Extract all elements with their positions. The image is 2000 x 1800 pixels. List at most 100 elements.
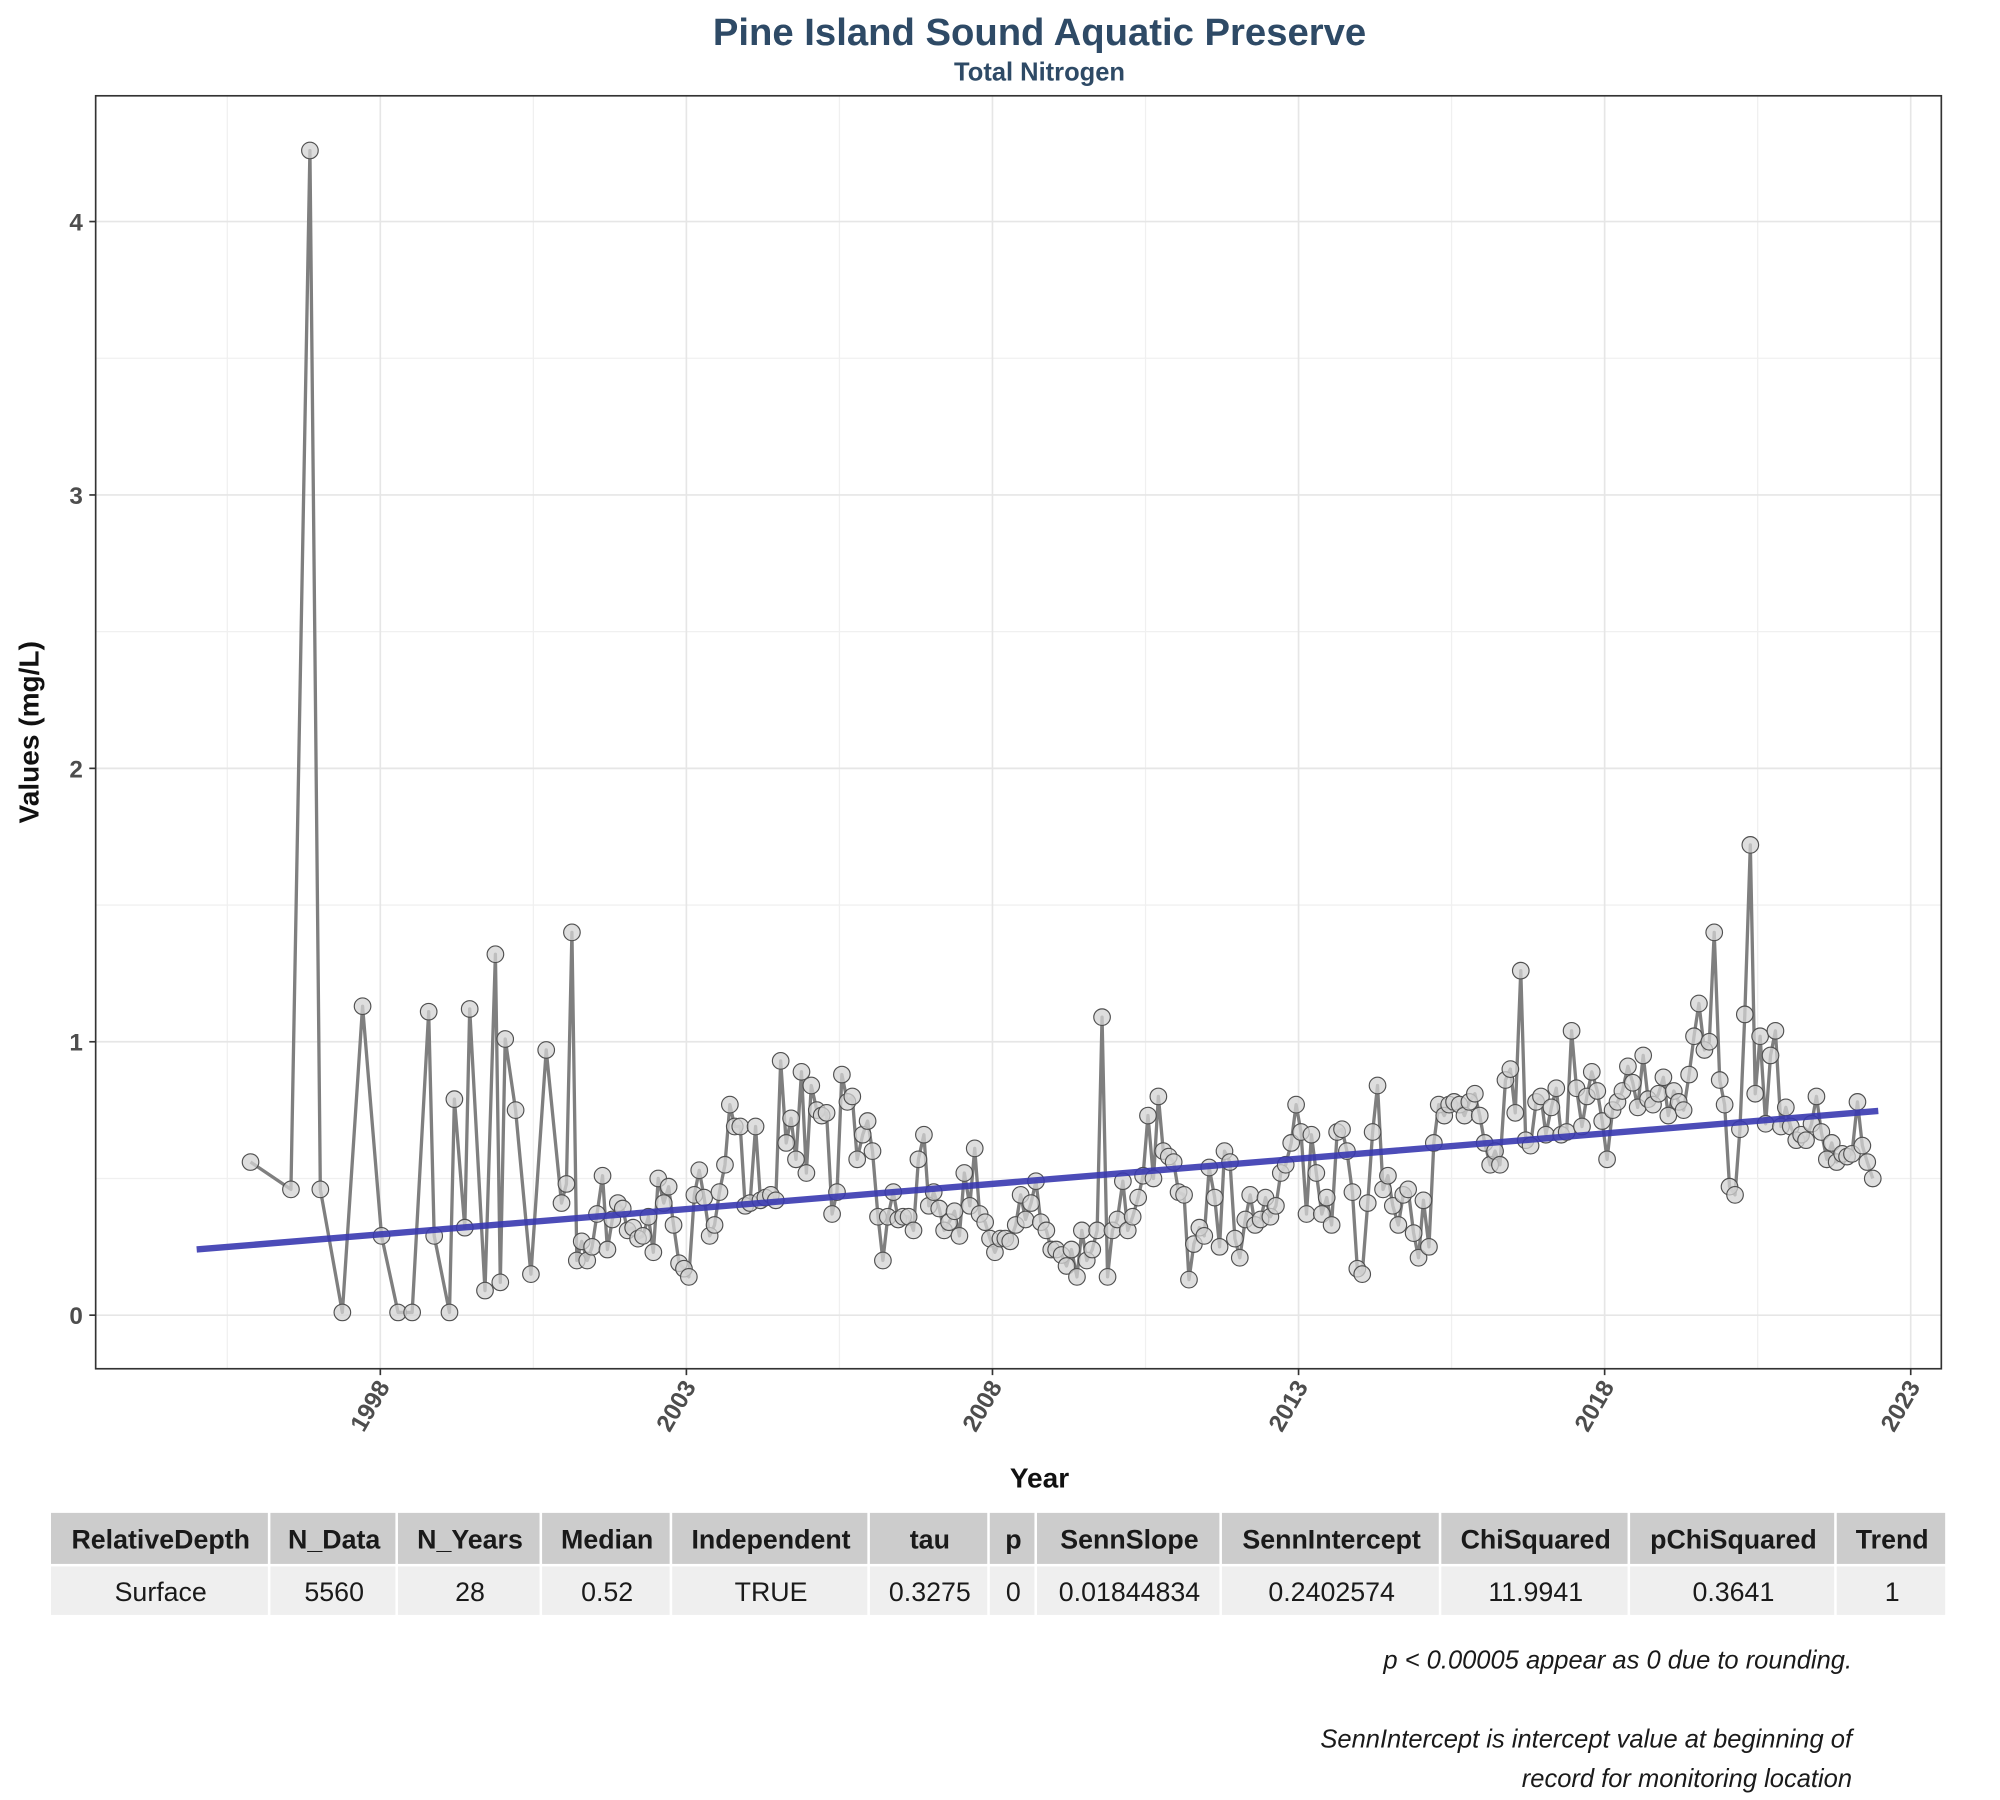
data-point — [1139, 1106, 1157, 1125]
x-tick-label: 2018 — [1570, 1376, 1620, 1436]
data-point — [1001, 1232, 1020, 1251]
x-tick-label: 2008 — [958, 1376, 1008, 1436]
data-point — [445, 1090, 464, 1109]
data-point — [1180, 1270, 1198, 1289]
y-tick-label: 2 — [69, 756, 82, 783]
data-point — [583, 1237, 601, 1256]
data-point — [634, 1227, 652, 1245]
data-point — [593, 1166, 612, 1185]
data-point — [1068, 1268, 1086, 1286]
y-tick-label: 4 — [69, 209, 83, 236]
cell-text: Surface — [115, 1577, 207, 1607]
cell-text: 0.2402574 — [1268, 1577, 1395, 1607]
data-point — [771, 1052, 790, 1070]
data-point — [1506, 1103, 1525, 1122]
data-point — [1761, 1046, 1780, 1065]
data-point — [858, 1112, 877, 1130]
y-tick-label: 3 — [69, 483, 82, 510]
cell-text: 28 — [455, 1577, 485, 1607]
header-cell — [1221, 1512, 1439, 1564]
data-point — [563, 923, 581, 942]
data-point — [746, 1117, 765, 1136]
data-point — [1623, 1073, 1642, 1092]
data-point — [241, 1153, 260, 1171]
data-point — [1751, 1027, 1769, 1046]
data-point — [1593, 1112, 1612, 1130]
data-point — [598, 1240, 617, 1259]
data-point — [1735, 1005, 1754, 1024]
data-point — [874, 1251, 892, 1270]
cell-text: 0.3641 — [1692, 1577, 1774, 1607]
data-point — [915, 1125, 933, 1144]
data-point — [333, 1303, 352, 1322]
data-point — [1149, 1087, 1168, 1106]
data-point — [644, 1243, 663, 1262]
data-point — [1659, 1106, 1678, 1125]
data-point — [848, 1150, 867, 1169]
data-point — [1302, 1125, 1321, 1144]
panel-background — [95, 95, 1942, 1369]
data-point — [1062, 1240, 1081, 1259]
data-point — [1022, 1194, 1040, 1212]
data-point — [1547, 1079, 1566, 1098]
data-point — [1322, 1216, 1341, 1234]
plot-area — [94, 94, 1943, 1370]
data-point — [843, 1087, 862, 1106]
data-point — [787, 1150, 805, 1169]
data-point — [817, 1103, 836, 1122]
data-point — [1343, 1183, 1362, 1201]
data-point — [552, 1194, 571, 1212]
cell-text: 1 — [1885, 1577, 1900, 1607]
data-point — [782, 1109, 800, 1128]
data-point — [1700, 1032, 1719, 1051]
data-point — [1230, 1248, 1249, 1267]
data-point — [440, 1303, 459, 1322]
data-point — [1353, 1265, 1372, 1284]
data-point — [1705, 923, 1724, 942]
data-point — [1226, 1229, 1244, 1248]
data-point — [419, 1002, 438, 1021]
data-point — [1016, 1210, 1035, 1229]
header-text: RelativeDepth — [71, 1525, 250, 1555]
data-point — [659, 1177, 678, 1196]
header-cell — [869, 1512, 988, 1564]
data-point — [1195, 1227, 1214, 1245]
data-point — [1588, 1082, 1607, 1100]
data-point — [537, 1041, 556, 1059]
header-text: SennIntercept — [1242, 1525, 1421, 1555]
data-point — [731, 1117, 750, 1136]
data-point — [695, 1188, 714, 1207]
data-point — [1741, 836, 1760, 854]
header-cell — [270, 1512, 396, 1564]
header-text: Median — [561, 1525, 653, 1555]
data-point — [792, 1062, 811, 1081]
data-point — [1582, 1062, 1601, 1081]
data-point — [1511, 961, 1530, 980]
data-point — [1129, 1188, 1148, 1207]
y-tick-label: 1 — [69, 1030, 82, 1057]
data-point — [1807, 1087, 1826, 1106]
table-cell — [672, 1566, 868, 1615]
cell-text: 0.52 — [581, 1577, 633, 1607]
cell-text: 0.01844834 — [1059, 1577, 1201, 1607]
data-point — [1858, 1153, 1877, 1171]
table-cell — [989, 1566, 1035, 1615]
data-point — [476, 1281, 494, 1300]
table-cell — [1036, 1566, 1220, 1615]
header-text: N_Data — [288, 1525, 381, 1555]
data-point — [1123, 1207, 1142, 1226]
data-point — [1088, 1221, 1107, 1240]
data-point — [353, 997, 372, 1016]
data-point — [823, 1205, 841, 1223]
data-point — [1414, 1191, 1433, 1210]
trend-line — [196, 1107, 1879, 1253]
header-cell — [542, 1512, 670, 1564]
data-point — [1098, 1268, 1117, 1286]
x-tick-label: 2023 — [1876, 1376, 1926, 1436]
data-point — [1690, 994, 1708, 1013]
data-point — [1501, 1060, 1520, 1078]
data-point — [904, 1221, 923, 1240]
data-point — [955, 1164, 974, 1182]
data-point — [1175, 1186, 1193, 1204]
table-cell — [397, 1566, 540, 1615]
